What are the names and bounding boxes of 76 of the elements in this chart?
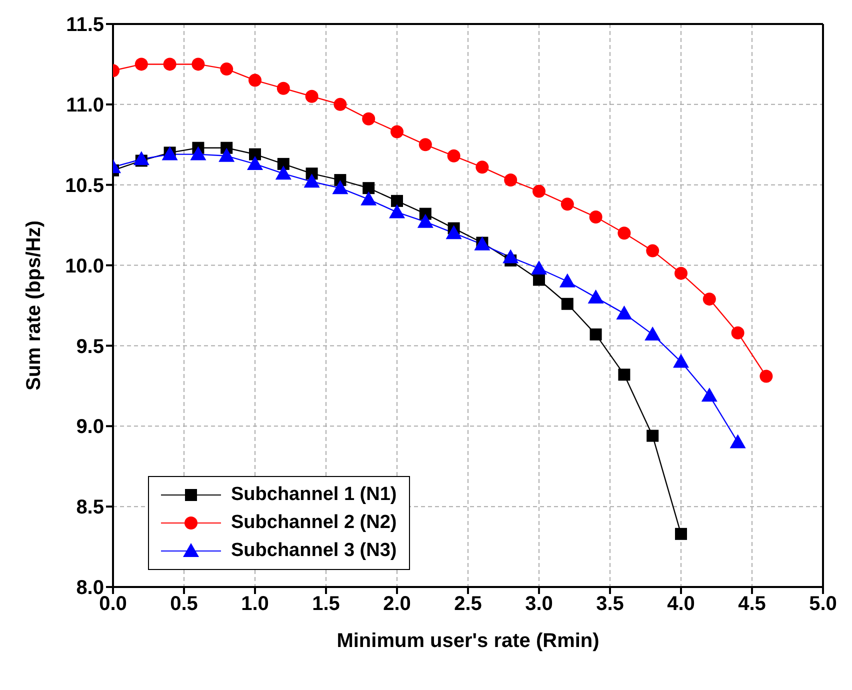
point bbox=[304, 174, 320, 188]
point bbox=[305, 90, 318, 103]
point bbox=[362, 182, 375, 194]
y-tick-label: 9.5 bbox=[76, 336, 104, 358]
point bbox=[277, 158, 290, 170]
legend-label: Subchannel 3 (N3) bbox=[231, 540, 397, 562]
point bbox=[218, 148, 235, 162]
point bbox=[532, 184, 546, 198]
point bbox=[646, 430, 659, 442]
point bbox=[701, 388, 718, 402]
y-tick-label: 10.0 bbox=[65, 255, 104, 278]
point bbox=[276, 82, 290, 95]
point bbox=[560, 198, 574, 211]
legend-label: Subchannel 1 (N1) bbox=[231, 484, 397, 506]
point bbox=[476, 160, 489, 174]
y-axis-title: Sum rate (bps/Hz) bbox=[23, 220, 46, 391]
x-tick-label: 1.5 bbox=[312, 593, 340, 616]
point bbox=[531, 260, 547, 275]
y-tick-label: 9.0 bbox=[76, 416, 104, 438]
point bbox=[644, 326, 661, 340]
point bbox=[561, 298, 574, 310]
point bbox=[730, 434, 746, 448]
point bbox=[590, 328, 602, 340]
x-tick-label: 3.5 bbox=[596, 593, 624, 616]
x-tick-label: 4.0 bbox=[667, 593, 695, 616]
point bbox=[589, 210, 602, 224]
point bbox=[334, 98, 347, 111]
point bbox=[133, 151, 150, 166]
point bbox=[360, 191, 377, 206]
x-tick-label: 0.0 bbox=[99, 593, 127, 616]
point bbox=[220, 62, 234, 76]
point bbox=[418, 138, 432, 152]
point bbox=[163, 58, 176, 71]
point bbox=[446, 225, 462, 240]
point bbox=[249, 148, 261, 160]
point bbox=[332, 180, 348, 194]
point bbox=[702, 292, 716, 306]
point bbox=[447, 149, 460, 162]
y-tick-label: 11.0 bbox=[66, 94, 104, 117]
point bbox=[502, 249, 519, 264]
y-tick-label: 11.5 bbox=[66, 14, 104, 36]
point bbox=[533, 274, 545, 286]
point bbox=[362, 112, 376, 126]
point bbox=[588, 289, 604, 304]
point bbox=[247, 156, 263, 170]
x-tick-label: 3.0 bbox=[525, 593, 553, 616]
point bbox=[675, 528, 687, 540]
x-tick-label: 4.5 bbox=[738, 593, 766, 616]
x-tick-label: 1.0 bbox=[241, 593, 269, 616]
y-tick-label: 8.5 bbox=[76, 496, 104, 519]
x-tick-label: 5.0 bbox=[809, 593, 837, 616]
point bbox=[646, 244, 660, 258]
point bbox=[134, 58, 148, 71]
x-tick-label: 0.5 bbox=[170, 593, 198, 616]
point bbox=[618, 368, 630, 381]
point bbox=[417, 214, 434, 228]
point bbox=[616, 306, 632, 320]
point bbox=[618, 226, 631, 240]
point bbox=[248, 74, 262, 87]
y-tick-label: 10.5 bbox=[65, 174, 104, 197]
x-tick-label: 2.5 bbox=[454, 593, 482, 616]
point bbox=[391, 194, 403, 207]
point bbox=[390, 125, 404, 138]
point bbox=[673, 354, 689, 368]
point bbox=[504, 174, 518, 187]
point bbox=[559, 273, 576, 288]
x-tick-label: 2.0 bbox=[383, 593, 411, 616]
legend-label: Subchannel 2 (N2) bbox=[231, 512, 397, 534]
point bbox=[190, 146, 206, 160]
point bbox=[674, 266, 688, 280]
x-axis-title: Minimum user's rate (Rmin) bbox=[336, 630, 600, 652]
point bbox=[389, 204, 405, 218]
point bbox=[760, 370, 773, 383]
point bbox=[192, 58, 205, 71]
point bbox=[275, 166, 292, 180]
point bbox=[731, 326, 744, 340]
